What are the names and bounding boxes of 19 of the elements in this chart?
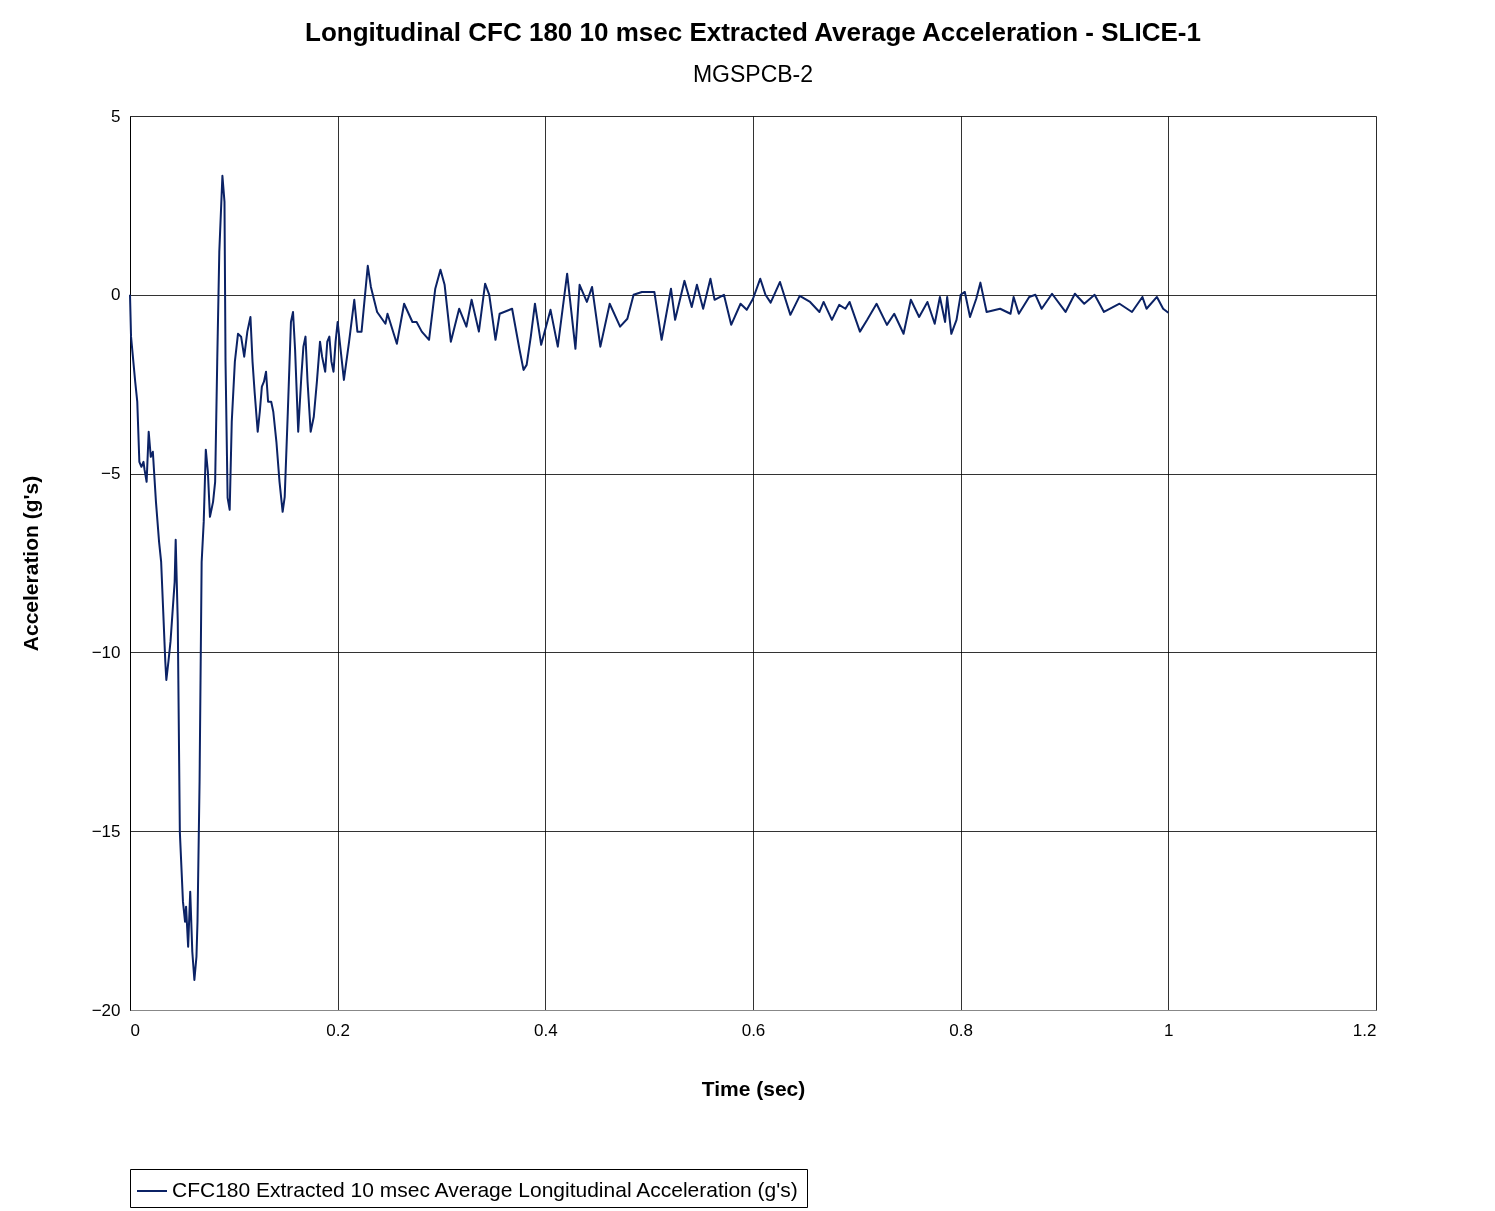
- x-tick-label: 0: [130, 1020, 140, 1040]
- y-tick-label: 0: [111, 285, 121, 305]
- x-axis-title: Time (sec): [701, 1076, 806, 1100]
- y-tick-label: −20: [91, 1000, 121, 1020]
- legend-label: CFC180 Extracted 10 msec Average Longitudinal Acceleration (g's): [172, 1178, 798, 1201]
- x-tick-label: 0.4: [534, 1020, 558, 1040]
- x-tick-label: 0.6: [741, 1020, 766, 1040]
- chart-subtitle: MGSPCB-2: [692, 61, 814, 87]
- x-tick-label: 0.2: [326, 1020, 350, 1040]
- x-tick-label: 0.8: [949, 1020, 973, 1040]
- line-series: [129, 174, 1170, 981]
- y-axis-title: Acceleration (g's): [18, 475, 42, 652]
- x-tick-label: 1: [1164, 1020, 1174, 1040]
- y-tick-label: −15: [91, 821, 121, 841]
- y-tick-label: 5: [111, 106, 121, 126]
- chart-title: Longitudinal CFC 180 10 msec Extracted Average Acceleration - SLICE-1: [305, 17, 1201, 47]
- y-tick-label: −5: [101, 464, 121, 484]
- y-tick-label: −10: [91, 642, 121, 662]
- x-tick-label: 1.2: [1352, 1020, 1377, 1040]
